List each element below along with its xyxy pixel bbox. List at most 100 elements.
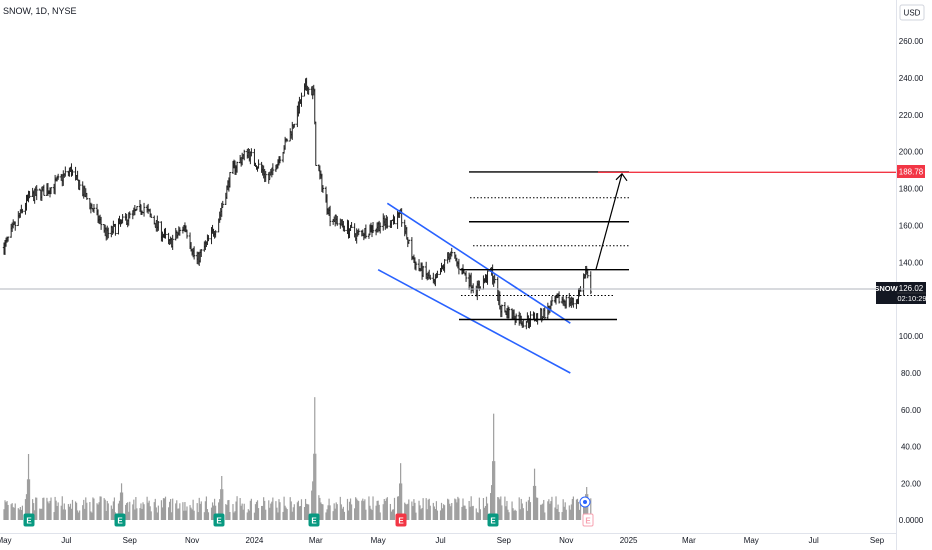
volume-bar <box>549 503 551 520</box>
volume-bar <box>561 512 563 520</box>
volume-bar <box>54 496 56 520</box>
earnings-badge[interactable]: E <box>308 513 320 527</box>
volume-bar <box>182 502 184 520</box>
volume-bar <box>378 504 380 520</box>
volume-bar <box>384 501 386 520</box>
symbol-title: SNOW, 1D, NYSE <box>3 6 77 16</box>
volume-bar <box>326 509 328 520</box>
volume-bar <box>435 501 438 520</box>
volume-bar <box>420 509 422 520</box>
volume-bar <box>368 496 370 520</box>
volume-bar <box>494 461 496 520</box>
volume-bar <box>225 504 227 520</box>
volume-bar <box>572 496 574 520</box>
volume-bar <box>428 498 430 520</box>
volume-bar <box>470 496 472 520</box>
volume-bar <box>133 499 135 520</box>
volume-bar <box>62 509 64 520</box>
volume-bar <box>571 499 573 520</box>
volume-bar <box>289 497 291 520</box>
volume-bar <box>350 504 353 520</box>
earnings-badge[interactable]: E <box>395 513 407 527</box>
volume-bar <box>544 512 546 520</box>
volume-bar <box>476 512 478 520</box>
volume-bar <box>584 498 586 520</box>
volume-bar <box>554 507 556 520</box>
volume-bar <box>269 507 271 520</box>
volume-bar <box>49 500 51 520</box>
volume-bar <box>382 504 384 520</box>
volume-bar <box>441 508 444 520</box>
drawings[interactable] <box>377 171 896 374</box>
earnings-badge[interactable]: E <box>213 513 225 527</box>
volume-bar <box>555 496 557 520</box>
volume-bar <box>172 498 174 520</box>
volume-bar <box>77 510 79 520</box>
volume-bar <box>75 502 78 520</box>
volume-bar <box>320 502 322 520</box>
earnings-badge[interactable]: E <box>23 513 35 527</box>
volume-bar <box>207 512 210 520</box>
volume-bar <box>120 483 123 520</box>
volume-bar <box>279 502 281 520</box>
earnings-badge[interactable]: E <box>114 513 126 527</box>
volume-bar <box>50 497 52 520</box>
volume-bar <box>377 500 379 520</box>
price-tick-label: 220.00 <box>899 111 924 120</box>
volume-bar <box>211 502 214 520</box>
volume-bar <box>140 503 142 520</box>
volume-bar <box>199 503 201 520</box>
currency-label: USD <box>904 9 921 18</box>
volume-bar <box>440 502 443 520</box>
currency-button[interactable] <box>899 4 925 21</box>
volume-bar <box>148 500 150 520</box>
volume-bar <box>543 499 545 520</box>
volume-bar <box>325 512 327 520</box>
channel-upper-line <box>386 202 571 324</box>
volume-bar <box>472 505 474 520</box>
volume-bar <box>167 507 170 520</box>
volume-bar <box>369 505 371 520</box>
time-axis[interactable]: May Jul Sep Nov 2024 Mar May Jul Sep Nov 2025 Mar Ma… <box>0 536 885 545</box>
volume-bar <box>534 485 537 520</box>
volume-bar <box>11 503 13 520</box>
volume-bar <box>535 497 538 520</box>
volume-bar <box>25 494 28 520</box>
volume-bar <box>563 506 565 520</box>
earnings-badge[interactable]: E <box>582 513 594 527</box>
volume-bar <box>336 504 338 520</box>
volume-bar <box>171 512 173 520</box>
volume-bar <box>556 509 558 520</box>
volume-bar <box>397 496 400 520</box>
volume-bar <box>106 500 108 520</box>
volume-tick-label: 0.0000 <box>899 516 924 525</box>
current-price-countdown: 02:10:29 <box>897 294 926 303</box>
volume-bar <box>296 502 298 520</box>
volume-bar <box>113 497 116 520</box>
volume-bar <box>229 512 231 520</box>
volume-bar <box>411 501 413 520</box>
volume-bar <box>156 512 158 520</box>
volume-bar <box>57 502 59 520</box>
volume-bar <box>312 481 314 520</box>
earnings-badge-box <box>213 513 225 527</box>
volume-bar <box>213 498 216 520</box>
volume-bar <box>246 512 248 520</box>
volume-bar <box>578 509 581 520</box>
earnings-badge[interactable]: E <box>487 513 499 527</box>
volume-bar <box>142 502 144 520</box>
volume-bar <box>264 500 266 520</box>
volume-bar <box>340 504 342 520</box>
volume-bar <box>308 504 310 520</box>
volume-bar <box>414 502 416 520</box>
volume-bar <box>390 511 393 520</box>
earnings-badge-letter: E <box>585 517 591 526</box>
volume-bar <box>400 463 402 520</box>
projection-arrow-head <box>615 172 628 182</box>
volume-bar <box>343 511 346 520</box>
volume-bar <box>129 501 131 520</box>
volume-bar <box>263 497 265 520</box>
volume-bar <box>175 503 177 520</box>
